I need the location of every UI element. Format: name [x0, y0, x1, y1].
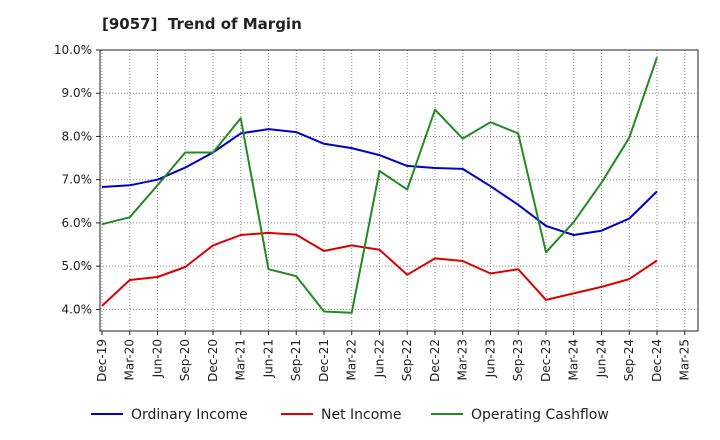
plot-area-background	[100, 50, 698, 331]
legend-label-ordinary-income: Ordinary Income	[131, 407, 248, 423]
series-lines	[101, 56, 658, 314]
y-tick-label: 5.0%	[62, 259, 93, 273]
x-axis-ticks: Dec-19 Mar-20 Jun-20 Sep-20 Dec-20 Mar-21 Jun-…	[95, 331, 692, 382]
x-tick-label: Mar-23	[456, 339, 470, 380]
x-tick-label: Mar-22	[345, 339, 359, 380]
x-tick-label: Mar-21	[234, 339, 248, 380]
y-tick-label: 9.0%	[62, 86, 93, 100]
x-tick-label: Dec-21	[317, 339, 331, 382]
y-tick-label: 8.0%	[62, 129, 93, 143]
y-tick-label: 6.0%	[62, 216, 93, 230]
x-tick-label: Sep-23	[511, 339, 525, 381]
x-tick-label: Jun-20	[150, 339, 164, 378]
y-axis-ticks: 4.0% 5.0% 6.0% 7.0% 8.0% 9.0% 10.0%	[54, 43, 100, 316]
x-tick-label: Jun-24	[594, 339, 608, 378]
x-tick-label: Sep-20	[178, 339, 192, 381]
x-tick-label: Mar-20	[123, 339, 137, 380]
legend: Ordinary Income Net Income Operating Cashf…	[91, 407, 609, 423]
x-tick-label: Mar-24	[567, 339, 581, 380]
x-tick-label: Dec-23	[539, 339, 553, 382]
x-tick-label: Mar-25	[678, 339, 692, 380]
legend-label-operating-cashflow: Operating Cashflow	[471, 407, 609, 423]
series-line-operating-cashflow	[101, 56, 658, 314]
y-tick-label: 4.0%	[62, 302, 93, 316]
x-tick-label: Sep-22	[400, 339, 414, 381]
x-tick-label: Dec-20	[206, 339, 220, 382]
series-line-net-income	[101, 231, 658, 307]
x-tick-label: Sep-24	[622, 339, 636, 381]
plot-area-border	[99, 49, 699, 332]
y-tick-label: 7.0%	[62, 173, 93, 187]
x-tick-label: Dec-19	[95, 339, 109, 382]
chart-title: [9057] Trend of Margin	[102, 15, 302, 33]
x-tick-label: Dec-24	[650, 339, 664, 382]
x-tick-label: Sep-21	[289, 339, 303, 381]
x-tick-label: Jun-22	[372, 339, 386, 378]
legend-label-net-income: Net Income	[321, 407, 402, 423]
x-tick-label: Jun-23	[483, 339, 497, 378]
x-tick-label: Dec-22	[428, 339, 442, 382]
x-tick-label: Jun-21	[261, 339, 275, 378]
y-tick-label: 10.0%	[54, 43, 92, 57]
